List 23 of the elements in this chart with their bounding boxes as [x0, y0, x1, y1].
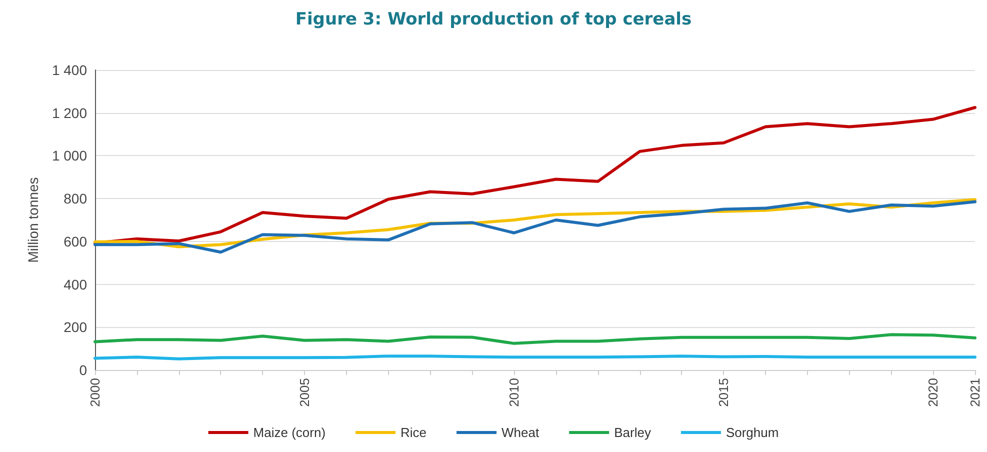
- legend-label: Sorghum: [726, 425, 779, 440]
- line-series: [94, 333, 976, 345]
- y-tick-label: 1 200: [52, 104, 88, 121]
- y-axis-title: Million tonnes: [25, 177, 41, 263]
- chart-title: Figure 3: World production of top cereals: [295, 10, 692, 30]
- legend-label: Wheat: [502, 425, 540, 440]
- legend-label: Barley: [614, 425, 652, 440]
- x-tick-label: 2015: [716, 378, 732, 407]
- x-tick-label: 2010: [506, 378, 522, 407]
- y-tick-label: 1 400: [52, 62, 88, 78]
- x-tick-label: 2021: [968, 378, 982, 407]
- x-tick-label: 2020: [926, 378, 941, 407]
- y-tick-label: 0: [79, 362, 88, 378]
- y-tick-label: 400: [64, 276, 88, 292]
- y-tick-label: 600: [64, 233, 88, 250]
- x-tick-label: 2005: [297, 378, 312, 407]
- legend-label: Maize (corn): [253, 425, 326, 440]
- line-series: [94, 106, 976, 245]
- legend-label: Rice: [400, 425, 427, 440]
- x-tick-label: 2000: [88, 378, 102, 407]
- y-tick-label: 800: [64, 190, 88, 207]
- y-tick-label: 1 000: [52, 148, 88, 164]
- y-tick-label: 200: [64, 319, 88, 336]
